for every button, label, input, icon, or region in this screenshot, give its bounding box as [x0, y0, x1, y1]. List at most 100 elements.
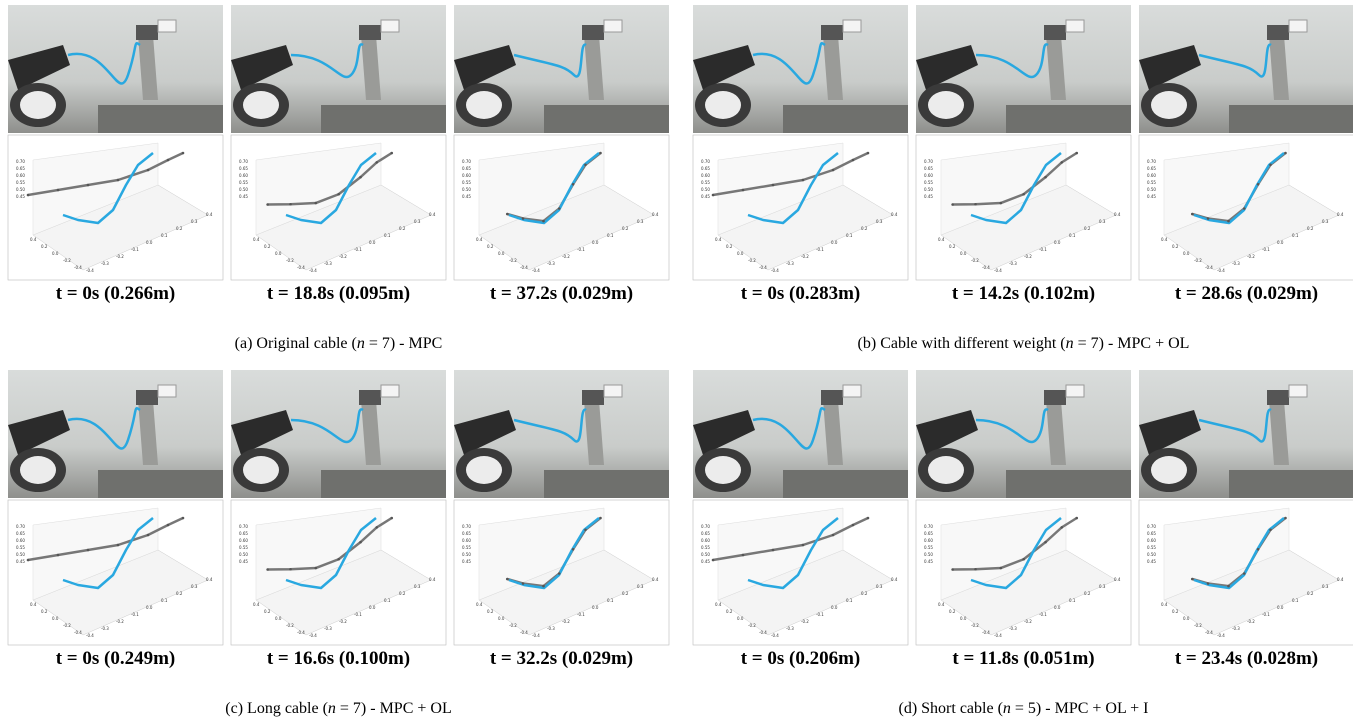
y-tick-label: 0.4: [253, 237, 260, 242]
z-tick-label: 0.60: [1147, 173, 1156, 178]
x-tick-label: 0.0: [369, 605, 376, 610]
z-tick-label: 0.70: [701, 159, 710, 164]
x-tick-label: -0.4: [771, 633, 779, 638]
x-tick-label: 0.1: [384, 598, 391, 603]
x-tick-label: 0.4: [1337, 577, 1344, 582]
robot-joint: [1267, 390, 1289, 405]
x-tick-label: -0.4: [994, 633, 1002, 638]
x-tick-label: 0.2: [1084, 591, 1091, 596]
z-tick-label: 0.45: [462, 194, 471, 199]
x-tick-label: -0.1: [816, 247, 824, 252]
x-tick-label: -0.4: [532, 633, 540, 638]
panel: 0.700.650.600.550.500.450.40.20.0-0.2-0.…: [8, 5, 669, 352]
y-tick-label: 0.2: [1172, 244, 1179, 249]
z-tick-label: 0.60: [16, 173, 25, 178]
x-tick-label: 0.1: [1069, 598, 1076, 603]
robot-joint: [1267, 25, 1289, 40]
x-tick-label: -0.1: [1262, 247, 1270, 252]
gray-node: [542, 585, 545, 588]
x-tick-label: -0.4: [532, 268, 540, 273]
gray-node: [375, 526, 378, 529]
x-tick-label: 0.2: [1084, 226, 1091, 231]
x-tick-label: -0.1: [577, 247, 585, 252]
z-tick-label: 0.45: [924, 559, 933, 564]
x-tick-label: 0.1: [1292, 233, 1299, 238]
gray-node: [27, 559, 30, 562]
caption-text: (c) Long cable (: [225, 700, 328, 717]
z-tick-label: 0.60: [701, 538, 710, 543]
x-tick-label: -0.1: [131, 247, 139, 252]
gray-node: [974, 203, 977, 206]
x-tick-label: -0.4: [309, 268, 317, 273]
x-tick-label: -0.3: [1009, 626, 1017, 631]
gray-node: [57, 554, 60, 557]
gray-node: [1284, 517, 1287, 520]
y-tick-label: 0.0: [960, 616, 967, 621]
gray-node: [852, 159, 855, 162]
z-tick-label: 0.65: [462, 166, 471, 171]
x-tick-label: 0.1: [1292, 598, 1299, 603]
y-tick-label: -0.2: [63, 623, 71, 628]
z-tick-label: 0.65: [16, 166, 25, 171]
x-tick-label: -0.4: [86, 268, 94, 273]
z-tick-label: 0.50: [1147, 552, 1156, 557]
z-tick-label: 0.65: [701, 166, 710, 171]
gray-node: [1269, 528, 1272, 531]
gray-node: [27, 194, 30, 197]
table: [1229, 105, 1353, 133]
sign: [604, 20, 622, 32]
x-tick-label: 0.3: [414, 584, 421, 589]
x-tick-label: 0.0: [1277, 605, 1284, 610]
sign: [158, 20, 176, 32]
x-tick-label: -0.3: [786, 626, 794, 631]
y-tick-label: 0.2: [487, 609, 494, 614]
x-tick-label: -0.3: [1232, 626, 1240, 631]
y-tick-label: -0.4: [1205, 265, 1213, 270]
caption-variable: n: [357, 335, 365, 352]
y-tick-label: 0.4: [253, 602, 260, 607]
z-tick-label: 0.50: [239, 552, 248, 557]
gray-node: [337, 193, 340, 196]
x-tick-label: -0.4: [86, 633, 94, 638]
y-tick-label: 0.0: [960, 251, 967, 256]
gray-node: [1191, 213, 1194, 216]
gray-node: [742, 189, 745, 192]
robot-base-inner: [466, 91, 502, 119]
gray-node: [572, 548, 575, 551]
sign: [381, 20, 399, 32]
y-tick-label: 0.2: [41, 244, 48, 249]
table: [544, 105, 669, 133]
robot-joint: [359, 25, 381, 40]
gray-node: [1075, 152, 1078, 155]
robot-base-inner: [928, 456, 964, 484]
x-tick-label: 0.0: [592, 240, 599, 245]
x-tick-label: -0.1: [1039, 247, 1047, 252]
caption-variable: n: [328, 700, 336, 717]
z-tick-label: 0.50: [924, 552, 933, 557]
y-tick-label: 0.0: [498, 616, 505, 621]
x-tick-label: 0.3: [637, 584, 644, 589]
gray-node: [1227, 220, 1230, 223]
z-tick-label: 0.65: [1147, 166, 1156, 171]
x-tick-label: 0.4: [891, 212, 898, 217]
x-tick-label: -0.2: [116, 619, 124, 624]
gray-node: [832, 534, 835, 537]
x-tick-label: 0.4: [429, 577, 436, 582]
gray-node: [999, 202, 1002, 205]
y-tick-label: 0.4: [1161, 602, 1168, 607]
robot-base-inner: [928, 91, 964, 119]
y-tick-label: -0.4: [982, 630, 990, 635]
gray-node: [1227, 585, 1230, 588]
robot-base-inner: [466, 456, 502, 484]
x-tick-label: -0.3: [324, 261, 332, 266]
x-tick-label: 0.0: [592, 605, 599, 610]
z-tick-label: 0.70: [924, 524, 933, 529]
gray-node: [375, 161, 378, 164]
x-tick-label: -0.1: [354, 247, 362, 252]
z-tick-label: 0.50: [701, 187, 710, 192]
x-tick-label: 0.4: [206, 577, 213, 582]
x-tick-label: -0.4: [1217, 633, 1225, 638]
x-tick-label: 0.2: [399, 226, 406, 231]
gray-node: [1207, 582, 1210, 585]
gray-node: [832, 169, 835, 172]
